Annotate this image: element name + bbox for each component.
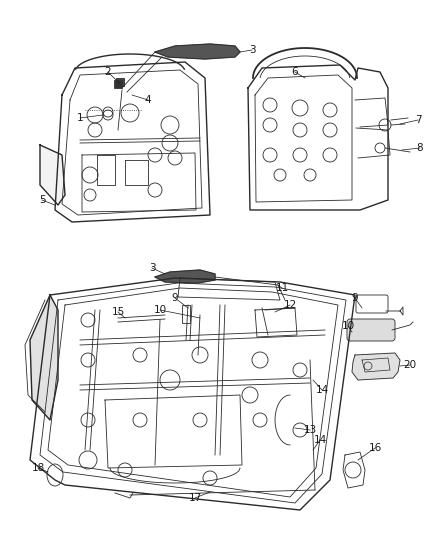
Text: 9: 9 [172, 293, 178, 303]
Polygon shape [155, 270, 215, 283]
Text: 18: 18 [32, 463, 45, 473]
Text: 15: 15 [111, 307, 125, 317]
Text: 11: 11 [276, 283, 289, 293]
Text: 10: 10 [153, 305, 166, 315]
Text: 6: 6 [292, 67, 298, 77]
Text: 14: 14 [315, 385, 328, 395]
Text: 2: 2 [105, 67, 111, 77]
Polygon shape [40, 145, 65, 205]
Text: 9: 9 [352, 293, 358, 303]
Text: 5: 5 [39, 195, 45, 205]
Text: 20: 20 [403, 360, 417, 370]
Text: 7: 7 [415, 115, 421, 125]
Text: 8: 8 [417, 143, 423, 153]
Text: 3: 3 [249, 45, 255, 55]
Text: 1: 1 [77, 113, 83, 123]
Polygon shape [30, 295, 58, 420]
Text: 13: 13 [304, 425, 317, 435]
Polygon shape [155, 44, 240, 59]
Text: 10: 10 [342, 321, 355, 331]
Bar [114, 80, 122, 88]
FancyBboxPatch shape [347, 319, 395, 341]
Text: 12: 12 [283, 300, 297, 310]
Text: 16: 16 [368, 443, 381, 453]
Text: 17: 17 [188, 493, 201, 503]
Bar [182, 305, 190, 323]
Polygon shape [352, 353, 400, 380]
Text: 3: 3 [148, 263, 155, 273]
Bar [116, 78, 124, 86]
Text: 4: 4 [145, 95, 151, 105]
Text: 14: 14 [313, 435, 327, 445]
